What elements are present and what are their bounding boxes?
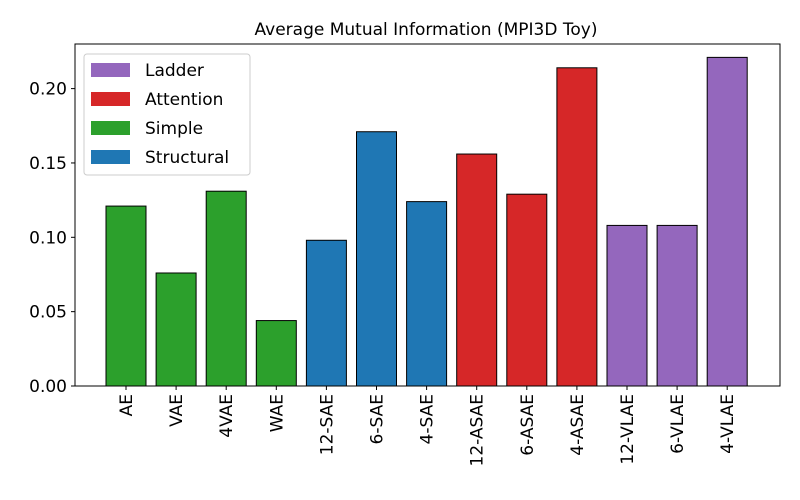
x-axis: AE VAE 4VAE WAE 12-SAE 6-SAE 4-SAE 12-ASAE 6-ASA… (117, 386, 738, 467)
bar-12-sae (305, 239, 347, 387)
y-tick-label: 0.15 (29, 154, 67, 174)
bar-4-sae (406, 201, 448, 387)
bar-6-vlae (656, 224, 698, 387)
y-tick-label: 0.20 (29, 80, 67, 100)
bar-6-sae (356, 131, 397, 387)
bar-12-asae (456, 153, 498, 387)
x-tick-label: 4-VLAE (718, 394, 738, 454)
x-tick-label: 4-ASAE (568, 394, 588, 456)
x-tick-label: 6-VLAE (668, 394, 688, 454)
y-tick-label: 0.10 (29, 228, 67, 248)
bar-4-vlae (706, 56, 748, 387)
legend-swatch-attention (91, 92, 130, 106)
bar-wae (255, 320, 297, 387)
x-tick-label: VAE (167, 394, 187, 427)
legend-box (83, 53, 251, 176)
legend: Ladder Attention Simple Structural (83, 53, 251, 176)
y-tick-label: 0.05 (29, 303, 67, 323)
bars-group (105, 56, 748, 387)
legend-swatch-ladder (91, 63, 130, 77)
bar-vae (155, 272, 197, 387)
y-tick-label: 0.00 (29, 377, 67, 397)
legend-label-simple: Simple (145, 119, 203, 139)
x-tick-label: 12-ASAE (468, 394, 488, 467)
legend-swatch-simple (91, 121, 130, 135)
legend-label-attention: Attention (145, 90, 223, 110)
x-tick-label: 12-VLAE (618, 394, 638, 465)
bar-4-asae (556, 67, 598, 387)
bar-ae (105, 205, 147, 387)
x-tick-label: 4-SAE (418, 394, 438, 444)
x-tick-label: AE (117, 394, 137, 416)
x-tick-label: 12-SAE (317, 394, 337, 455)
y-axis: 0.00 0.05 0.10 0.15 0.20 (29, 80, 75, 397)
legend-label-ladder: Ladder (145, 61, 204, 81)
legend-swatch-structural (91, 150, 130, 164)
legend-label-structural: Structural (145, 148, 229, 168)
chart-title: Average Mutual Information (MPI3D Toy) (255, 20, 598, 40)
plot-frame (74, 43, 781, 387)
x-tick-label: 6-SAE (368, 394, 388, 444)
bar-4vae (205, 190, 247, 387)
x-tick-label: 6-ASAE (518, 394, 538, 456)
bar-12-vlae (606, 224, 648, 387)
x-tick-label: WAE (267, 394, 287, 432)
bar-6-asae (506, 193, 548, 387)
x-tick-label: 4VAE (217, 394, 237, 438)
